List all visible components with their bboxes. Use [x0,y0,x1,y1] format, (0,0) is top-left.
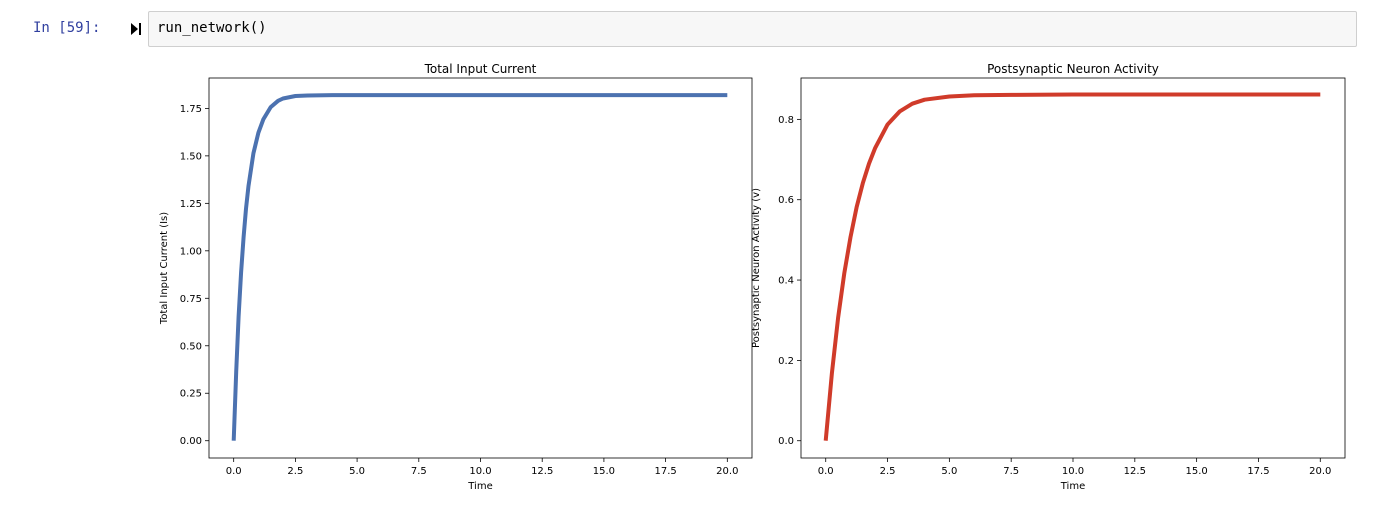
x-tick-label: 5.0 [349,466,365,477]
x-tick-label: 10.0 [1062,466,1084,477]
x-tick-label: 0.0 [818,466,834,477]
run-cell-icon[interactable] [128,19,144,39]
y-tick-label: 0.75 [180,294,202,305]
x-axis-label: Time [1060,481,1085,492]
chart-postsynaptic-activity: 0.0 2.5 5.0 7.5 10.0 12.5 15.0 17.5 20.0 0.0 0.2 0.… [751,62,1346,492]
y-tick-label: 0.00 [180,436,202,447]
x-tick-label: 10.0 [469,466,491,477]
y-tick-label: 1.50 [180,151,202,162]
plot-frame [208,77,753,459]
x-tick-label: 12.5 [1124,466,1146,477]
y-tick-label: 1.75 [180,104,202,115]
x-tick-label: 15.0 [593,466,615,477]
cell-prompt: In [59]: [33,20,101,36]
x-tick-label: 20.0 [716,466,738,477]
chart-total-input-current: 0.0 2.5 5.0 7.5 10.0 12.5 15.0 17.5 20.0 0.00 0.25… [159,62,753,492]
x-tick-label: 15.0 [1186,466,1208,477]
y-tick-label: 0.25 [180,389,202,400]
x-tick-label: 17.5 [654,466,676,477]
code-cell-input[interactable]: run_network() [148,11,1357,47]
chart-title: Total Input Current [424,62,537,76]
y-axis-label: Postsynaptic Neuron Activity (v) [751,188,762,348]
y-tick-label: 0.8 [778,115,794,126]
series-line [823,92,1321,441]
y-tick-label: 0.50 [180,341,202,352]
x-tick-label: 2.5 [880,466,896,477]
x-tick-label: 7.5 [1003,466,1019,477]
y-tick-label: 0.2 [778,356,794,367]
y-tick-label: 0.6 [778,195,794,206]
chart-title: Postsynaptic Neuron Activity [987,62,1159,76]
y-tick-label: 1.00 [180,246,202,257]
y-tick-label: 1.25 [180,199,202,210]
y-tick-label: 0.0 [778,436,794,447]
y-tick-label: 0.4 [778,276,794,287]
y-axis-label: Total Input Current (Is) [159,212,170,325]
x-tick-label: 17.5 [1247,466,1269,477]
x-tick-label: 0.0 [226,466,242,477]
x-tick-label: 12.5 [531,466,553,477]
x-tick-label: 2.5 [287,466,303,477]
x-tick-label: 5.0 [941,466,957,477]
series-line [231,93,728,441]
code-text: run_network() [157,20,267,36]
x-tick-label: 7.5 [411,466,427,477]
x-axis-label: Time [467,481,492,492]
x-tick-label: 20.0 [1309,466,1331,477]
